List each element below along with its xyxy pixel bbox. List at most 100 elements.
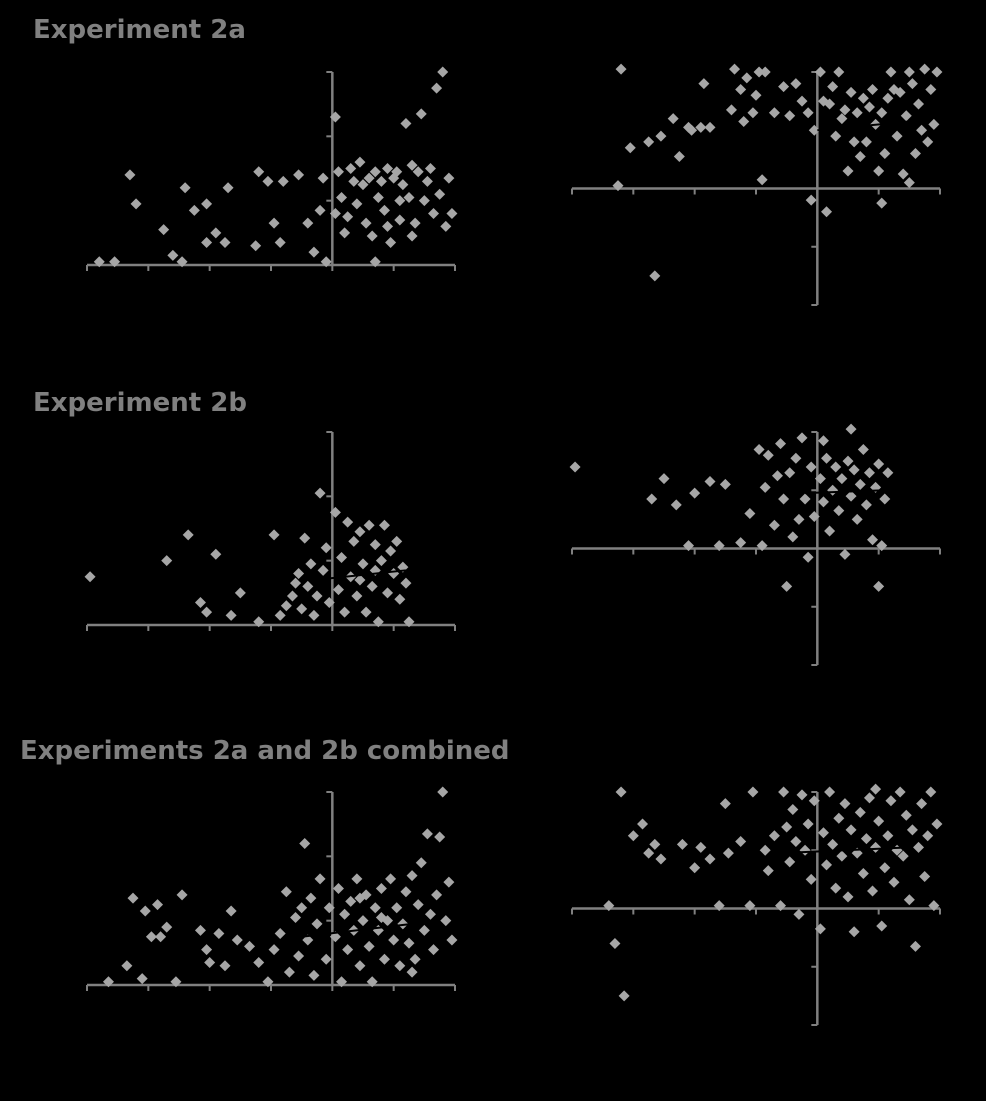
data-point [916,124,928,136]
data-point [879,148,891,160]
data-point [689,862,701,874]
data-point [775,438,787,450]
data-point [863,101,875,113]
data-point [348,175,360,187]
data-point [274,609,286,621]
data-point [176,256,188,268]
data-point [161,921,173,933]
data-point [744,900,756,912]
data-point [793,513,805,525]
data-point [329,208,341,220]
data-point [290,911,302,923]
data-point [440,220,452,232]
data-point [827,838,839,850]
data-point [286,590,298,602]
data-point [283,966,295,978]
data-point [704,121,716,133]
data-point [618,990,630,1002]
data-point [771,470,783,482]
data-point [363,940,375,952]
data-point [778,786,790,798]
data-point [796,432,808,444]
data-point [863,467,875,479]
data-point [624,142,636,154]
data-point [412,899,424,911]
data-point [643,136,655,148]
data-point [332,166,344,178]
data-point [194,924,206,936]
data-point [857,443,869,455]
data-point [673,150,685,162]
data-point [388,568,400,580]
data-point [848,926,860,938]
data-point [268,529,280,541]
data-point [158,224,170,236]
data-point [336,551,348,563]
data-point [385,545,397,557]
data-point [909,148,921,160]
data-point [446,934,458,946]
data-point [170,976,182,988]
data-point [210,548,222,560]
data-point [167,249,179,261]
data-point [854,478,866,490]
data-point [127,892,139,904]
data-point [802,818,814,830]
data-point [735,836,747,848]
section-title-2b: Experiment 2b [33,388,247,418]
data-point [885,66,897,78]
data-point [277,175,289,187]
data-point [93,256,105,268]
data-point [440,915,452,927]
data-point [320,256,332,268]
data-point [188,204,200,216]
data-point [311,590,323,602]
data-point [612,180,624,192]
data-point [403,616,415,628]
data-point [375,555,387,567]
data-point [102,976,114,988]
data-point [375,175,387,187]
data-point [394,960,406,972]
data-point [262,976,274,988]
chart-6 [571,783,943,1026]
data-point [314,204,326,216]
data-point [643,847,655,859]
data-point [888,876,900,888]
data-point [155,931,167,943]
data-point [903,894,915,906]
data-point [385,236,397,248]
data-point [655,130,667,142]
data-point [274,928,286,940]
data-point [796,95,808,107]
data-point [848,464,860,476]
data-point [280,886,292,898]
data-point [790,836,802,848]
data-point [434,831,446,843]
data-point [913,98,925,110]
data-point [814,473,826,485]
data-point [366,580,378,592]
data-point [870,783,882,795]
data-point [176,889,188,901]
data-point [860,833,872,845]
data-point [342,516,354,528]
data-point [378,519,390,531]
data-point [759,66,771,78]
data-point [753,443,765,455]
data-point [799,493,811,505]
data-point [268,944,280,956]
data-point [314,487,326,499]
data-point [378,953,390,965]
data-point [342,211,354,223]
data-point [686,124,698,136]
data-point [676,838,688,850]
data-point [922,830,934,842]
data-point [391,535,403,547]
data-point [615,786,627,798]
data-point [873,580,885,592]
data-point [830,130,842,142]
data-point [332,883,344,894]
data-point [415,857,427,869]
data-point [394,195,406,207]
